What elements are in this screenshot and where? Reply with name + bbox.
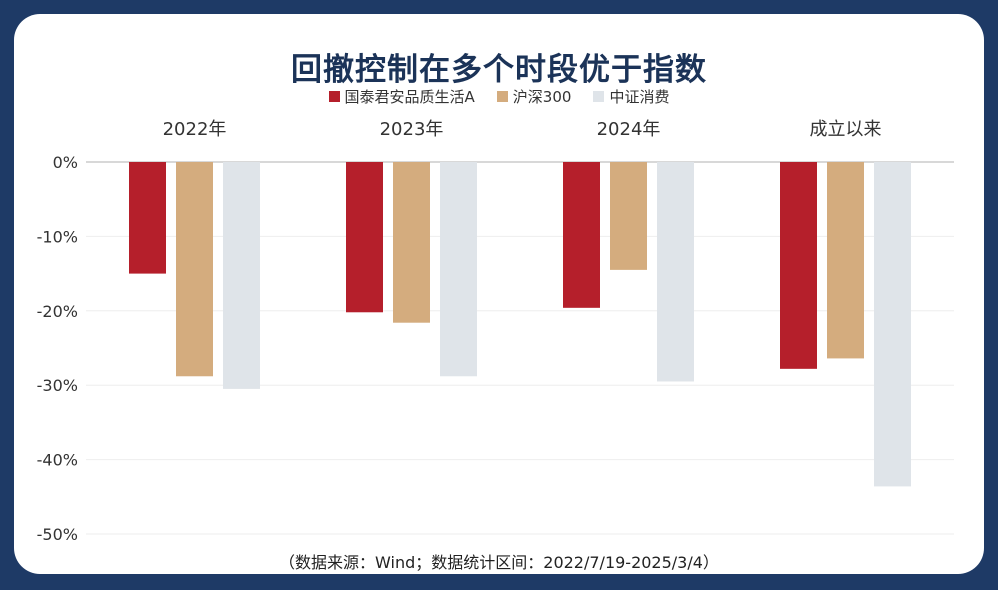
bar [610, 162, 647, 270]
legend-item-series-3: 中证消费 [593, 86, 669, 107]
y-tick-label: -30% [37, 376, 78, 395]
legend-swatch-series-3 [593, 91, 605, 102]
bar [874, 162, 911, 487]
bar [176, 162, 213, 377]
bar [780, 162, 817, 369]
x-category-label: 2023年 [380, 119, 444, 140]
x-category-label: 成立以来 [810, 119, 882, 140]
bar [393, 162, 430, 323]
bar-chart-plot: 0% -10% -20% -30% -40% -50% 2022年 2023年 2024年 成立以… [37, 119, 954, 544]
bar [440, 162, 477, 377]
y-tick-label: -50% [37, 525, 78, 544]
chart-card: 回撤控制在多个时段优于指数 国泰君安品质生活A 沪深300 中证消费 0% -10… [14, 14, 984, 574]
x-category-label: 2024年 [597, 119, 661, 140]
legend-label-series-2: 沪深300 [512, 88, 572, 106]
legend-item-series-2: 沪深300 [496, 86, 572, 107]
bar [223, 162, 260, 389]
x-category-label: 2022年 [163, 119, 227, 140]
legend-swatch-series-1 [328, 91, 340, 102]
legend-item-series-1: 国泰君安品质生活A [328, 86, 475, 107]
y-tick-label: -40% [37, 451, 78, 470]
chart-title: 回撤控制在多个时段优于指数 [291, 52, 707, 88]
y-tick-label: -20% [37, 302, 78, 321]
y-tick-label: -10% [37, 227, 78, 246]
legend-label-series-3: 中证消费 [609, 88, 670, 106]
bar [346, 162, 383, 313]
source-note: （数据来源：Wind；数据统计区间：2022/7/19-2025/3/4） [279, 553, 719, 572]
bar [827, 162, 864, 359]
bar [129, 162, 166, 274]
bar [563, 162, 600, 308]
legend-label-series-1: 国泰君安品质生活A [344, 88, 475, 106]
legend-swatch-series-2 [496, 91, 508, 102]
bar [657, 162, 694, 382]
y-tick-label: 0% [53, 153, 78, 172]
legend: 国泰君安品质生活A 沪深300 中证消费 [14, 86, 984, 107]
